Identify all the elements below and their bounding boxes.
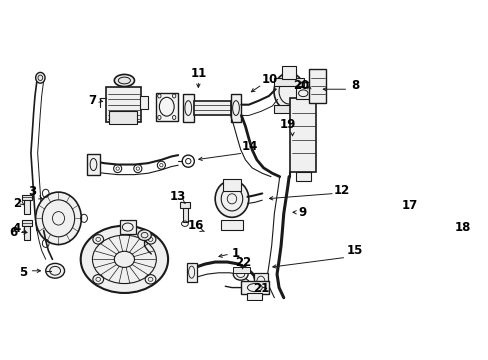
Ellipse shape <box>273 73 304 110</box>
Text: 7: 7 <box>88 94 97 107</box>
Text: 19: 19 <box>279 118 295 131</box>
Bar <box>240 281 268 294</box>
Ellipse shape <box>36 72 45 83</box>
Ellipse shape <box>233 268 247 280</box>
Bar <box>186 263 197 282</box>
Bar <box>87 154 100 175</box>
Text: 17: 17 <box>401 199 417 212</box>
Text: 6: 6 <box>9 226 18 239</box>
Ellipse shape <box>378 241 387 253</box>
Text: 20: 20 <box>292 79 309 93</box>
Bar <box>24 198 30 214</box>
Bar <box>183 94 193 122</box>
Text: 15: 15 <box>346 244 363 257</box>
Bar <box>109 111 137 123</box>
Text: 2: 2 <box>13 197 21 210</box>
Text: 11: 11 <box>190 67 206 80</box>
Text: 13: 13 <box>170 190 186 203</box>
Bar <box>274 105 304 113</box>
Bar <box>156 93 177 121</box>
Text: 8: 8 <box>350 79 358 93</box>
Bar <box>22 220 32 226</box>
Bar <box>295 172 310 181</box>
Text: 16: 16 <box>188 219 204 232</box>
Bar <box>295 87 310 99</box>
Text: 21: 21 <box>252 283 268 296</box>
Ellipse shape <box>36 192 81 244</box>
Bar <box>290 98 315 172</box>
Bar <box>309 69 325 103</box>
Bar <box>274 78 304 86</box>
Bar <box>223 179 240 191</box>
Text: 12: 12 <box>333 184 349 197</box>
Ellipse shape <box>114 75 134 86</box>
Text: 18: 18 <box>453 221 470 234</box>
Bar <box>220 220 243 230</box>
Bar <box>232 267 250 273</box>
Text: 9: 9 <box>298 206 306 219</box>
Text: 14: 14 <box>242 140 258 153</box>
Text: 22: 22 <box>235 256 251 269</box>
Ellipse shape <box>138 230 151 240</box>
Bar <box>106 87 141 122</box>
Bar <box>120 220 136 234</box>
Bar <box>247 293 262 300</box>
Bar <box>24 223 30 240</box>
Ellipse shape <box>46 264 64 278</box>
Ellipse shape <box>215 180 248 217</box>
Ellipse shape <box>81 226 168 293</box>
Bar <box>282 66 295 79</box>
Bar <box>22 195 32 200</box>
Text: 3: 3 <box>28 185 36 198</box>
Bar <box>183 203 187 222</box>
Text: 4: 4 <box>13 222 21 235</box>
Bar <box>254 273 267 290</box>
Text: 10: 10 <box>262 73 278 86</box>
Bar <box>140 96 148 109</box>
Bar <box>180 202 190 208</box>
Bar <box>230 94 241 122</box>
Text: 5: 5 <box>20 266 28 279</box>
Text: 1: 1 <box>231 247 239 261</box>
Bar <box>193 101 230 116</box>
